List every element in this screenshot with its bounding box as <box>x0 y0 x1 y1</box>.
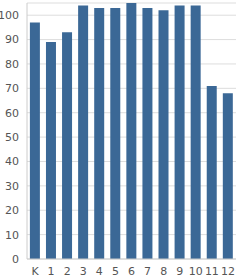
svg-text:7: 7 <box>144 265 151 277</box>
svg-text:9: 9 <box>176 265 183 277</box>
svg-text:30: 30 <box>8 180 19 193</box>
svg-text:4: 4 <box>96 265 103 277</box>
svg-text:10: 10 <box>8 229 19 242</box>
svg-text:5: 5 <box>112 265 119 277</box>
svg-text:100: 100 <box>8 9 19 22</box>
svg-text:40: 40 <box>8 155 19 168</box>
svg-text:11: 11 <box>205 265 219 277</box>
svg-text:12: 12 <box>221 265 232 277</box>
svg-text:80: 80 <box>8 58 19 71</box>
svg-text:70: 70 <box>8 82 19 95</box>
svg-text:1: 1 <box>48 265 55 277</box>
svg-text:3: 3 <box>80 265 87 277</box>
svg-text:6: 6 <box>128 265 135 277</box>
svg-text:20: 20 <box>8 204 19 217</box>
svg-text:8: 8 <box>160 265 167 277</box>
svg-text:50: 50 <box>8 131 19 144</box>
svg-text:90: 90 <box>8 33 19 46</box>
svg-text:2: 2 <box>64 265 71 277</box>
svg-text:60: 60 <box>8 107 19 120</box>
svg-text:K: K <box>31 265 39 277</box>
svg-text:10: 10 <box>189 265 203 277</box>
svg-text:0: 0 <box>12 253 19 266</box>
